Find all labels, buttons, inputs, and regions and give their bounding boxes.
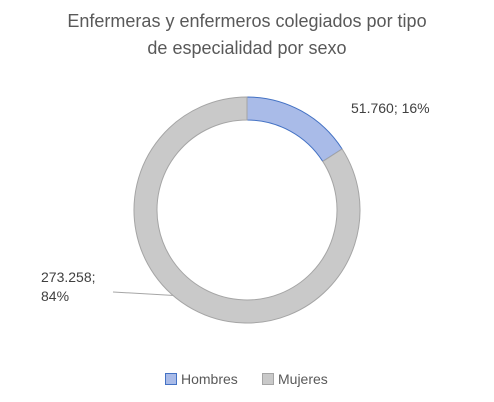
legend-swatch (262, 373, 274, 385)
legend-swatch (165, 373, 177, 385)
legend-item: Mujeres (262, 371, 328, 387)
legend-label: Mujeres (278, 371, 328, 387)
chart-title: Enfermeras y enfermeros colegiados por t… (67, 11, 427, 58)
data-label: 273.258; 84% (41, 269, 96, 304)
legend-item: Hombres (165, 371, 238, 387)
donut-slice (133, 96, 361, 324)
data-label: 51.760; 16% (351, 100, 430, 116)
donut-slice (246, 96, 343, 163)
legend-label: Hombres (181, 371, 238, 387)
